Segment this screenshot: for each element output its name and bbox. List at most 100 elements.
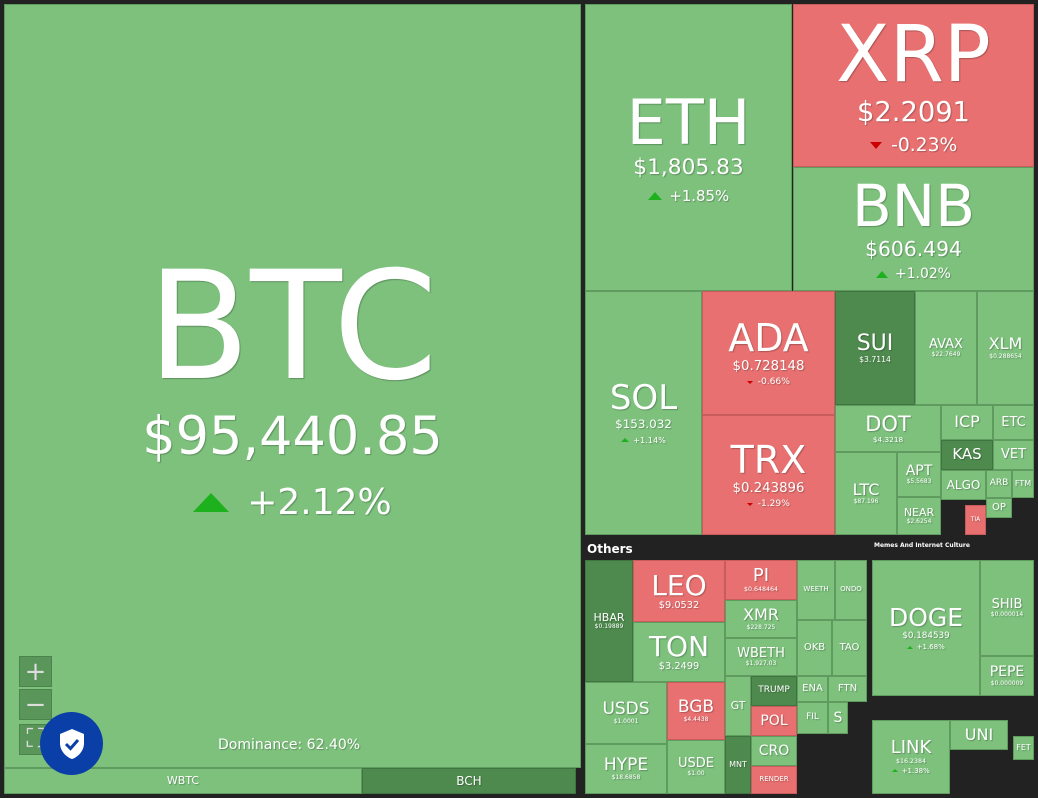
coin-symbol: SHIB: [991, 596, 1023, 612]
dominance: Dominance: 62.40%: [218, 737, 361, 753]
coin-tile[interactable]: KAS: [941, 440, 993, 470]
coin-tile[interactable]: BGB $4.4438: [667, 682, 725, 740]
coin-change: +1.85%: [647, 187, 729, 205]
coin-symbol: S: [833, 709, 843, 726]
coin-symbol: XMR: [743, 605, 779, 625]
coin-tile[interactable]: NEAR $2.6254: [897, 497, 941, 535]
coin-tile[interactable]: ARB: [986, 470, 1012, 498]
coin-tile[interactable]: MNT: [725, 736, 751, 794]
coin-tile[interactable]: DOGE $0.184539 +1.68%: [872, 560, 980, 696]
coin-tile[interactable]: BTC $95,440.85 +2.12% Dominance: 62.40%: [4, 4, 581, 768]
coin-tile[interactable]: USDE $1.00: [667, 740, 725, 794]
coin-tile[interactable]: XMR $228.725: [725, 600, 797, 638]
coin-tile[interactable]: CRO: [751, 736, 797, 766]
shield-badge[interactable]: [40, 712, 103, 775]
coin-tile[interactable]: WBETH $1,927.03: [725, 638, 797, 676]
coin-tile[interactable]: WEETH: [797, 560, 835, 620]
coin-price: $0.288654: [989, 352, 1022, 360]
coin-price: $153.032: [615, 417, 672, 432]
coin-tile[interactable]: XRP $2.2091 -0.23%: [793, 4, 1034, 167]
coin-tile[interactable]: FET: [1013, 736, 1034, 760]
coin-tile[interactable]: UNI: [950, 720, 1008, 750]
coin-tile[interactable]: DOT $4.3218: [835, 405, 941, 452]
coin-price: $87.196: [853, 498, 879, 506]
coin-symbol: GT: [730, 699, 746, 713]
section-title: Memes And Internet Culture: [874, 542, 970, 549]
coin-tile[interactable]: ENA: [797, 676, 828, 702]
coin-tile[interactable]: PEPE $0.000009: [980, 656, 1034, 696]
coin-tile[interactable]: ONDO: [835, 560, 867, 620]
coin-tile[interactable]: XLM $0.288654: [977, 291, 1034, 405]
coin-price: $95,440.85: [142, 406, 443, 468]
change-arrow: [621, 437, 630, 442]
zoom-control[interactable]: ⛶: [19, 724, 52, 755]
coin-symbol: SOL: [609, 378, 678, 419]
coin-tile[interactable]: LINK $16.2384 +1.38%: [872, 720, 950, 794]
coin-price: $0.184539: [902, 630, 950, 641]
coin-price: $1,927.03: [745, 660, 777, 668]
zoom-control[interactable]: −: [19, 689, 52, 720]
coin-tile[interactable]: HYPE $18.6858: [585, 744, 667, 794]
coin-tile[interactable]: BNB $606.494 +1.02%: [793, 167, 1034, 291]
coin-symbol: NEAR: [903, 505, 935, 519]
coin-tile[interactable]: TRX $0.243896 -1.29%: [702, 415, 835, 535]
coin-price: $4.4438: [683, 716, 709, 724]
change-text: -1.29%: [757, 499, 790, 510]
coin-price: $606.494: [865, 236, 962, 261]
coin-tile[interactable]: RENDER: [751, 766, 797, 794]
coin-tile[interactable]: OP: [986, 498, 1012, 518]
coin-tile[interactable]: TIA: [965, 505, 986, 535]
change-arrow: [892, 769, 899, 773]
coin-tile[interactable]: GT: [725, 676, 751, 736]
coin-tile[interactable]: ETC: [993, 405, 1034, 440]
coin-price: $2.2091: [857, 96, 970, 128]
coin-symbol: WBETH: [737, 645, 785, 661]
coin-tile[interactable]: LEO $9.0532: [633, 560, 725, 622]
coin-symbol: USDE: [678, 755, 714, 771]
coin-symbol: OP: [992, 501, 1006, 513]
change-arrow: [647, 191, 662, 200]
coin-tile[interactable]: TAO: [832, 620, 867, 676]
coin-symbol: ETC: [1001, 414, 1026, 430]
coin-tile[interactable]: BCH: [362, 768, 576, 794]
coin-tile[interactable]: FIL: [797, 702, 828, 734]
coin-tile[interactable]: FTM: [1012, 470, 1034, 498]
change-text: +1.38%: [901, 766, 930, 775]
coin-tile[interactable]: S: [828, 702, 848, 734]
coin-tile[interactable]: PI $0.648464: [725, 560, 797, 600]
coin-tile[interactable]: ALGO: [941, 470, 986, 500]
coin-symbol: FTN: [837, 682, 858, 694]
coin-symbol: ENA: [802, 682, 823, 694]
coin-tile[interactable]: VET: [993, 440, 1034, 470]
coin-tile[interactable]: USDS $1.0001: [585, 682, 667, 744]
coin-symbol: MNT: [729, 759, 747, 769]
coin-tile[interactable]: ADA $0.728148 -0.66%: [702, 291, 835, 415]
coin-change: -0.23%: [869, 135, 957, 156]
coin-symbol: ETH: [626, 86, 751, 160]
coin-symbol: TIA: [970, 515, 981, 523]
coin-tile[interactable]: AVAX $22.7649: [915, 291, 977, 405]
coin-symbol: ONDO: [840, 585, 862, 594]
coin-tile[interactable]: TRUMP: [751, 676, 797, 706]
zoom-control[interactable]: +: [19, 656, 52, 687]
coin-symbol: SUI: [856, 330, 894, 356]
coin-tile[interactable]: HBAR $0.19889: [585, 560, 633, 682]
coin-tile[interactable]: ETH $1,805.83 +1.85%: [585, 4, 792, 291]
change-text: -0.66%: [757, 377, 790, 388]
coin-tile[interactable]: LTC $87.196: [835, 452, 897, 535]
coin-tile[interactable]: ICP: [941, 405, 993, 440]
change-arrow: [193, 493, 230, 513]
coin-symbol: APT: [905, 462, 933, 479]
coin-symbol: ARB: [989, 478, 1009, 489]
coin-tile[interactable]: POL: [751, 706, 797, 736]
coin-price: $3.2499: [658, 661, 700, 673]
coin-tile[interactable]: FTN: [828, 676, 867, 702]
coin-tile[interactable]: TON $3.2499: [633, 622, 725, 682]
coin-price: $0.728148: [732, 358, 805, 374]
coin-tile[interactable]: OKB: [797, 620, 832, 676]
coin-tile[interactable]: APT $5.5683: [897, 452, 941, 497]
coin-tile[interactable]: SOL $153.032 +1.14%: [585, 291, 702, 535]
coin-tile[interactable]: SHIB $0.000014: [980, 560, 1034, 656]
coin-tile[interactable]: SUI $3.7114: [835, 291, 915, 405]
coin-price: $0.648464: [743, 585, 779, 593]
